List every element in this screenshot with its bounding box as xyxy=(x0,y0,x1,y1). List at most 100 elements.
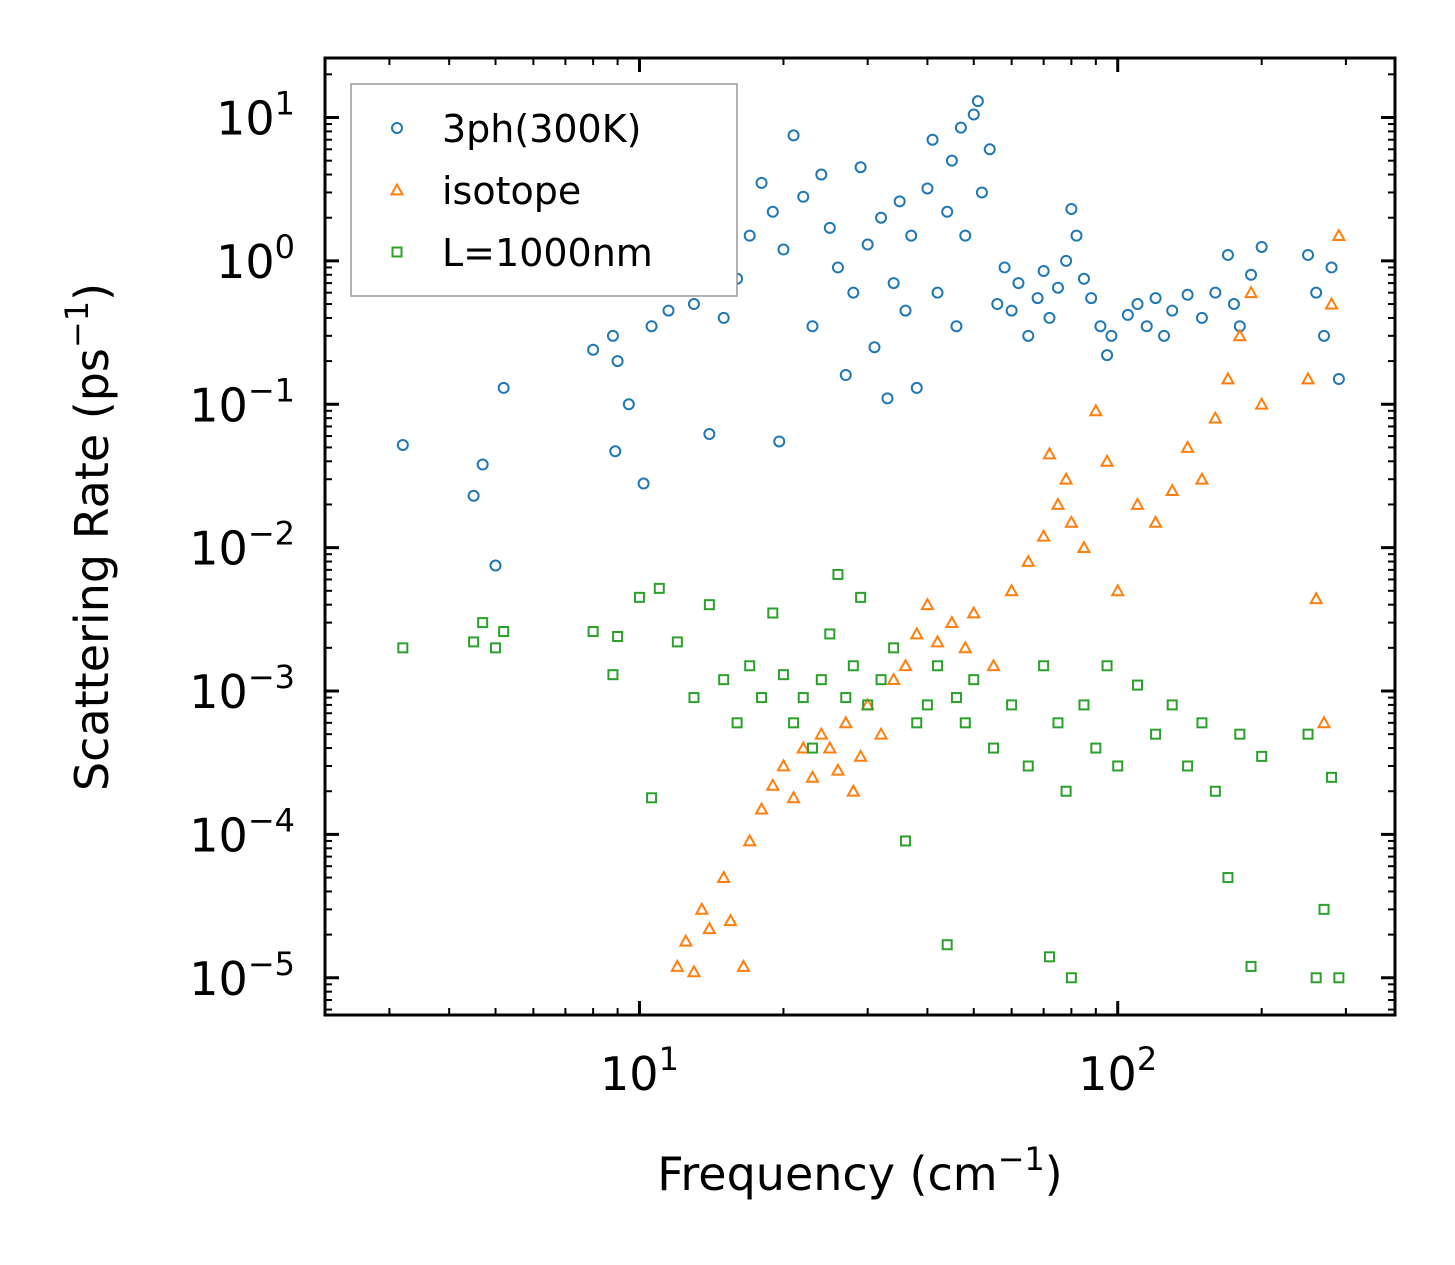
data-point-square xyxy=(921,699,933,711)
data-point-circle xyxy=(606,329,619,342)
data-point-circle xyxy=(1318,329,1331,342)
data-point-triangle xyxy=(1110,583,1125,597)
y-axis-label: Scattering Rate (ps−1) xyxy=(58,283,119,791)
data-point-circle xyxy=(950,320,963,333)
data-point-triangle xyxy=(1194,471,1210,485)
legend-label: 3ph(300K) xyxy=(442,107,641,151)
data-point-square xyxy=(718,674,730,686)
y-tick-label: 10−5 xyxy=(189,945,295,1006)
data-point-square xyxy=(1060,785,1072,797)
y-tick-labels: 101 100 10−1 10−2 10−3 10−4 10−5 xyxy=(189,84,295,1005)
data-point-triangle xyxy=(966,605,981,619)
data-point-circle xyxy=(921,182,934,195)
data-point-circle xyxy=(1255,240,1268,253)
data-point-square xyxy=(756,692,768,704)
data-point-square xyxy=(1101,660,1113,672)
data-point-circle xyxy=(839,368,852,381)
data-point-square xyxy=(1078,699,1090,711)
data-point-triangle xyxy=(1331,228,1347,242)
data-point-triangle xyxy=(898,658,913,672)
data-point-triangle xyxy=(986,658,1001,672)
data-point-triangle xyxy=(1232,328,1248,342)
data-point-square xyxy=(767,607,779,619)
data-point-circle xyxy=(1022,329,1035,342)
data-point-square xyxy=(397,642,409,654)
data-point-square xyxy=(653,582,665,594)
data-point-triangle xyxy=(702,921,717,935)
data-point-circle xyxy=(1166,304,1179,317)
data-point-circle xyxy=(975,186,988,199)
data-point-square xyxy=(1065,972,1077,984)
data-point-square xyxy=(797,692,809,704)
data-point-square xyxy=(806,742,818,754)
data-point-square xyxy=(988,742,1000,754)
data-point-circle xyxy=(1131,298,1144,311)
data-point-circle xyxy=(991,298,1004,311)
data-point-circle xyxy=(476,458,489,471)
data-point-circle xyxy=(1158,329,1171,342)
data-point-square xyxy=(1132,679,1144,691)
data-point-triangle xyxy=(1300,371,1316,385)
data-point-circle xyxy=(1005,304,1018,317)
data-point-triangle xyxy=(1036,528,1051,542)
data-point-circle xyxy=(954,121,967,134)
data-point-circle xyxy=(861,238,874,251)
data-point-circle xyxy=(998,261,1011,274)
data-point-circle xyxy=(1077,272,1090,285)
data-point-square xyxy=(1256,750,1268,762)
data-point-circle xyxy=(926,133,939,146)
data-point-triangle xyxy=(1243,285,1259,299)
data-point-triangle xyxy=(1165,483,1180,496)
data-point-square xyxy=(968,674,980,686)
data-point-circle xyxy=(773,435,786,448)
data-point-circle xyxy=(797,190,810,203)
x-tick-label: 102 xyxy=(1078,1040,1157,1101)
data-point-circle xyxy=(1060,254,1073,267)
data-point-circle xyxy=(941,205,954,218)
data-point-triangle xyxy=(1076,540,1092,554)
data-point-square xyxy=(855,591,867,603)
data-point-triangle xyxy=(670,958,685,972)
data-point-triangle xyxy=(930,634,945,648)
data-point-square xyxy=(587,626,599,638)
data-point-circle xyxy=(489,559,502,572)
data-point-circle xyxy=(766,205,779,218)
data-point-circle xyxy=(1227,298,1240,311)
data-point-triangle xyxy=(1220,371,1236,385)
data-point-square xyxy=(1222,872,1234,884)
data-point-square xyxy=(1043,951,1055,963)
data-point-circle xyxy=(967,108,980,121)
data-point-square xyxy=(1234,728,1246,740)
data-point-square xyxy=(498,626,510,638)
data-point-triangle xyxy=(944,615,960,629)
data-point-square xyxy=(744,660,756,672)
legend-entry: L=1000nm xyxy=(391,231,653,275)
data-point-circle xyxy=(1302,248,1315,261)
data-point-circle xyxy=(847,286,860,299)
data-point-square xyxy=(1326,771,1338,783)
data-point-square xyxy=(1196,717,1208,729)
data-point-square xyxy=(932,660,944,672)
data-point-triangle xyxy=(776,758,791,772)
data-point-circle xyxy=(637,477,650,490)
plot-frame xyxy=(323,56,1397,1017)
x-tick-labels: 101 102 xyxy=(600,1040,1157,1101)
data-point-circle xyxy=(703,428,716,441)
data-point-triangle xyxy=(1316,715,1332,729)
data-point-circle xyxy=(1245,268,1258,281)
data-point-circle xyxy=(1332,373,1345,386)
data-point-square xyxy=(941,939,953,951)
data-point-circle xyxy=(1043,311,1056,324)
data-point-triangle xyxy=(686,964,702,978)
data-point-circle xyxy=(467,489,480,502)
data-point-square xyxy=(1022,760,1034,772)
data-point-circle xyxy=(1012,277,1025,290)
data-point-circle xyxy=(1181,288,1194,301)
data-point-circle xyxy=(1195,311,1208,324)
data-point-circle xyxy=(945,154,958,167)
data-point-triangle xyxy=(1208,410,1223,424)
data-point-circle xyxy=(1051,281,1064,294)
data-point-triangle xyxy=(716,869,731,883)
legend-entry: 3ph(300K) xyxy=(391,107,641,151)
data-point-circle xyxy=(1140,320,1153,333)
